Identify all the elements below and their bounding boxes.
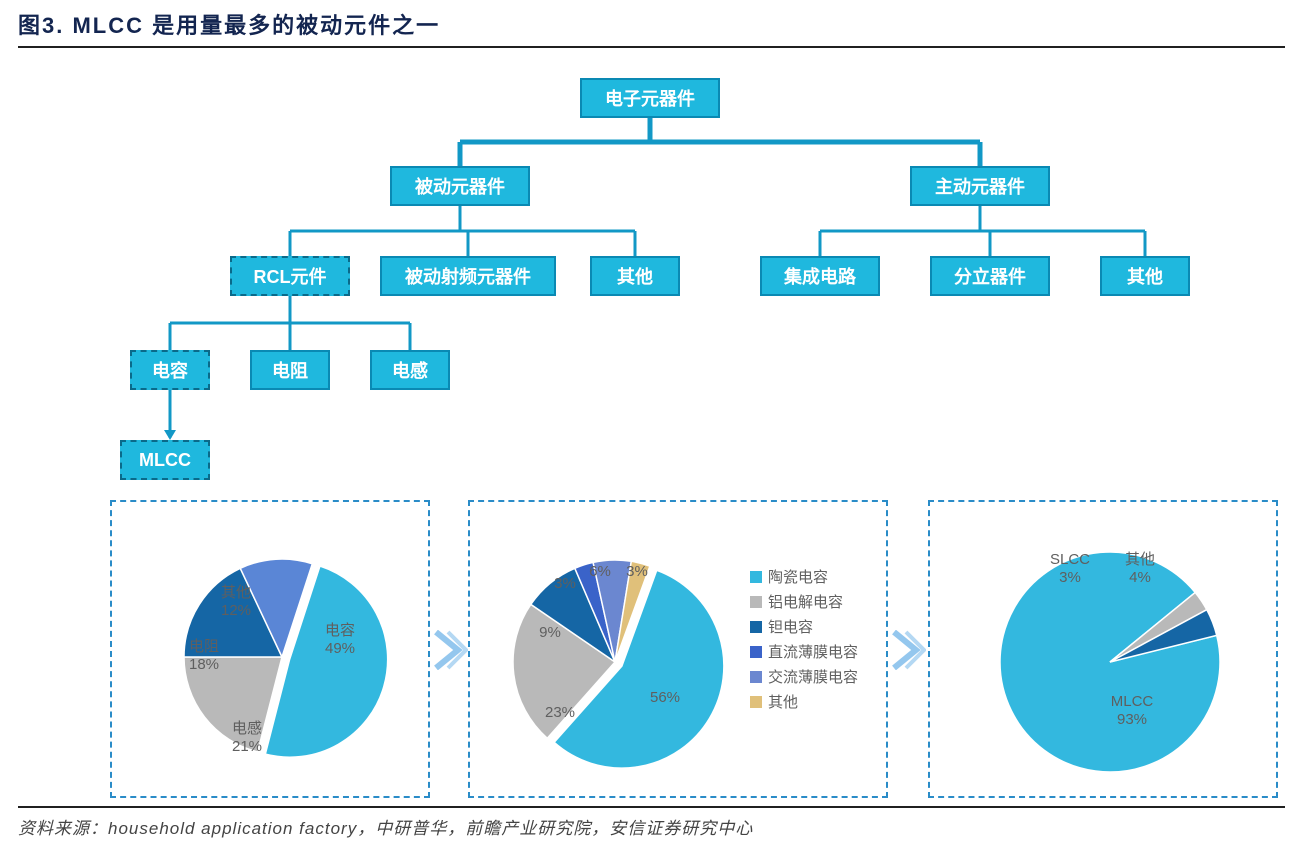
legend-swatch [750, 646, 762, 658]
arrow-2 [890, 630, 926, 670]
legend-label: 钽电容 [768, 616, 813, 637]
legend-item: 陶瓷电容 [750, 566, 858, 587]
tree-node-aoth: 其他 [1100, 256, 1190, 296]
svg-text:电容: 电容 [325, 622, 355, 639]
legend-label: 其他 [768, 691, 798, 712]
legend-label: 陶瓷电容 [768, 566, 828, 587]
svg-text:93%: 93% [1117, 711, 1147, 728]
svg-text:18%: 18% [189, 656, 219, 673]
svg-text:其他: 其他 [221, 584, 251, 601]
figure-container: 图3. MLCC 是用量最多的被动元件之一 电子元器件被动元器件 主动元器件 RCL… [0, 0, 1303, 860]
svg-text:9%: 9% [539, 624, 561, 641]
hierarchy-tree: 电子元器件被动元器件主动元器件RCL元件被动射频元器件其他集成电路分立器件其他电… [0, 60, 1303, 500]
tree-node-ind: 电感 [370, 350, 450, 390]
tree-node-poth: 其他 [590, 256, 680, 296]
pie-panel-1: 电容49% 电感21% 电阻18% 其他12% [110, 500, 430, 798]
figure-title-bar: 图3. MLCC 是用量最多的被动元件之一 [18, 8, 1285, 48]
tree-node-disc: 分立器件 [930, 256, 1050, 296]
tree-node-cap: 电容 [130, 350, 210, 390]
svg-text:电阻: 电阻 [189, 638, 219, 655]
arrow-1 [432, 630, 468, 670]
svg-text:4%: 4% [1129, 569, 1151, 586]
pie-chart-1: 电容49% 电感21% 电阻18% 其他12% [112, 502, 432, 800]
figure-title: 图3. MLCC 是用量最多的被动元件之一 [18, 13, 440, 38]
pie-chart-3: MLCC93% SLCC3% 其他4% [930, 502, 1280, 800]
svg-text:3%: 3% [1059, 569, 1081, 586]
pie-panel-2: 56% 23% 9% 3% 6% 3% 陶瓷电容铝电解电容钽电容直流薄膜电容交流薄膜电容其… [468, 500, 888, 798]
tree-node-rcl: RCL元件 [230, 256, 350, 296]
title-rule [18, 46, 1285, 48]
legend-item: 交流薄膜电容 [750, 666, 858, 687]
svg-text:23%: 23% [545, 704, 575, 721]
legend-item: 直流薄膜电容 [750, 641, 858, 662]
legend-swatch [750, 621, 762, 633]
svg-text:49%: 49% [325, 640, 355, 657]
svg-text:SLCC: SLCC [1050, 551, 1090, 568]
legend-label: 交流薄膜电容 [768, 666, 858, 687]
svg-text:电感: 电感 [232, 720, 262, 737]
tree-node-res: 电阻 [250, 350, 330, 390]
pie-chart-2: 56% 23% 9% 3% 6% 3% [470, 502, 760, 800]
legend-item: 铝电解电容 [750, 591, 858, 612]
tree-node-mlcc: MLCC [120, 440, 210, 480]
svg-text:其他: 其他 [1125, 551, 1155, 568]
tree-node-ic: 集成电路 [760, 256, 880, 296]
pie-panel-3: MLCC93% SLCC3% 其他4% [928, 500, 1278, 798]
legend-swatch [750, 571, 762, 583]
legend-item: 钽电容 [750, 616, 858, 637]
svg-text:MLCC: MLCC [1111, 693, 1154, 710]
legend-item: 其他 [750, 691, 858, 712]
pie-panels: 电容49%电感21%电阻18%其他12% 56%23%9%3%6%3% 陶瓷电容… [110, 500, 1280, 800]
footer-rule [18, 806, 1285, 808]
tree-node-passive: 被动元器件 [390, 166, 530, 206]
tree-node-root: 电子元器件 [580, 78, 720, 118]
legend-label: 直流薄膜电容 [768, 641, 858, 662]
tree-node-prf: 被动射频元器件 [380, 256, 556, 296]
legend-swatch [750, 696, 762, 708]
svg-text:6%: 6% [589, 563, 611, 580]
svg-text:56%: 56% [650, 689, 680, 706]
svg-text:12%: 12% [221, 602, 251, 619]
legend-swatch [750, 671, 762, 683]
svg-text:3%: 3% [554, 575, 576, 592]
legend-label: 铝电解电容 [768, 591, 843, 612]
figure-footer: 资料来源：household application factory，中研普华，… [18, 814, 753, 839]
pie2-legend: 陶瓷电容铝电解电容钽电容直流薄膜电容交流薄膜电容其他 [750, 562, 858, 716]
legend-swatch [750, 596, 762, 608]
svg-text:21%: 21% [232, 738, 262, 755]
svg-text:3%: 3% [626, 563, 648, 580]
tree-node-active: 主动元器件 [910, 166, 1050, 206]
